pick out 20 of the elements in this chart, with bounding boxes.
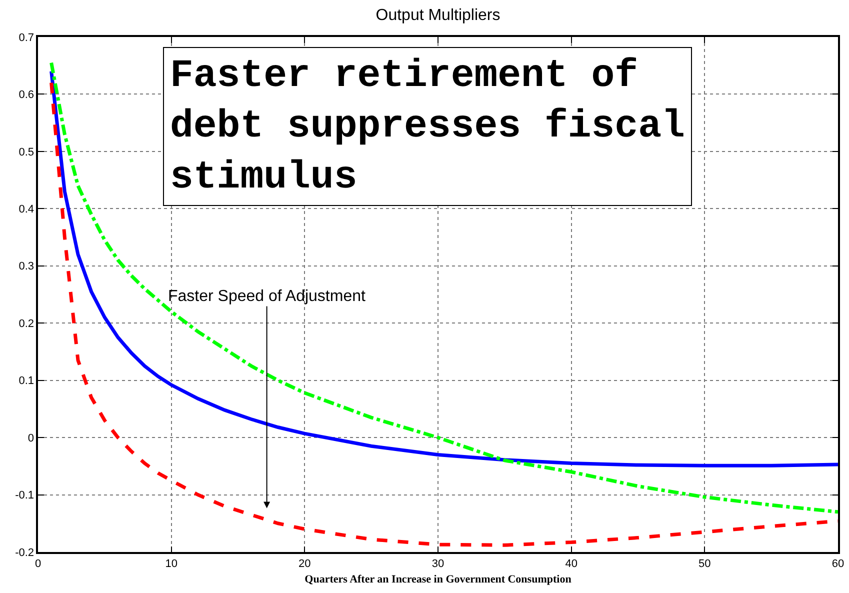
x-tick-label: 30: [432, 558, 444, 570]
x-tick-label: 40: [565, 558, 578, 570]
y-tick-label: 0: [28, 432, 34, 444]
x-tick-label: 20: [298, 558, 311, 570]
chart-title: Output Multipliers: [376, 7, 500, 24]
x-tick-label: 50: [698, 558, 711, 570]
y-tick-label: 0.1: [18, 375, 34, 388]
y-tick-label: 0.7: [18, 32, 34, 44]
annotation: Faster Speed of Adjustment: [168, 288, 366, 305]
annotation: Faster retirement of debt suppresses fiscal stimulus: [170, 54, 685, 200]
x-tick-label: 60: [832, 558, 844, 570]
y-tick-label: -0.1: [15, 490, 34, 502]
y-tick-label: 0.6: [18, 89, 34, 102]
x-tick-label: 10: [165, 558, 178, 570]
y-tick-label: 0.5: [18, 146, 34, 158]
y-tick-label: 0.3: [18, 260, 34, 273]
y-tick-label: 0.2: [18, 318, 34, 330]
y-tick-label: 0.4: [18, 204, 34, 216]
y-tick-label: -0.2: [15, 546, 34, 559]
x-axis-title: Quarters After an Increase in Government Consumption: [304, 574, 572, 586]
